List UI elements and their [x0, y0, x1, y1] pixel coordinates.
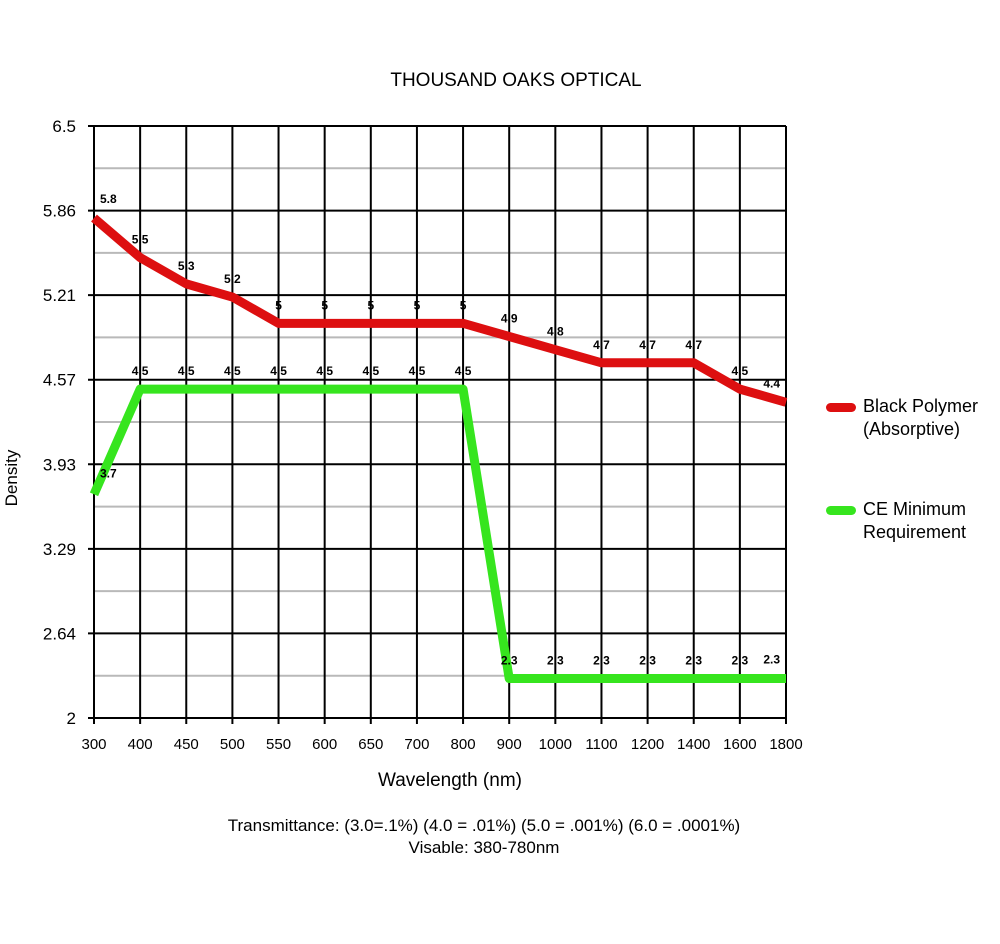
x-tick-label: 1200	[631, 736, 664, 753]
y-tick-label: 5.86	[43, 202, 76, 221]
data-label: 5	[414, 298, 421, 312]
data-label: 5.3	[178, 259, 195, 273]
data-label: 2.3	[593, 654, 610, 668]
data-label: 3.7	[100, 466, 117, 480]
x-tick-label: 700	[404, 736, 429, 753]
data-label: 2.3	[685, 654, 702, 668]
series-line-0	[91, 214, 788, 407]
data-label: 4.4	[763, 376, 780, 390]
legend-label-black-polymer: Black Polymer (Absorptive)	[863, 396, 979, 439]
legend-swatch-red	[826, 403, 856, 412]
x-tick-label: 500	[220, 736, 245, 753]
data-label: 4.5	[455, 364, 472, 378]
y-tick-label: 5.21	[43, 286, 76, 305]
y-tick-label: 2	[67, 709, 76, 728]
data-label: 2.3	[501, 654, 518, 668]
x-tick-label: 1600	[723, 736, 756, 753]
data-label: 5	[367, 298, 374, 312]
data-label: 5	[460, 298, 467, 312]
x-tick-label: 1100	[585, 736, 617, 753]
y-tick-label: 2.64	[43, 624, 76, 643]
x-axis-label: Wavelength (nm)	[378, 770, 522, 791]
x-tick-label: 1800	[769, 736, 802, 753]
data-label: 2.3	[732, 654, 749, 668]
y-tick-label: 6.5	[52, 117, 76, 136]
data-label: 5.8	[100, 192, 117, 206]
x-tick-label: 800	[451, 736, 476, 753]
data-label: 5.2	[224, 272, 241, 286]
data-label: 4.7	[639, 338, 656, 352]
data-label: 2.3	[639, 654, 656, 668]
data-label: 5.5	[132, 233, 149, 247]
visible-range-note: Visable: 380-780nm	[408, 838, 560, 857]
data-label: 2.3	[763, 653, 780, 667]
x-tick-label: 400	[128, 736, 153, 753]
data-label: 4.9	[501, 311, 518, 325]
data-label: 4.7	[685, 338, 702, 352]
x-tick-label: 1000	[539, 736, 572, 753]
chart-title: THOUSAND OAKS OPTICAL	[390, 70, 642, 91]
data-label: 5	[321, 298, 328, 312]
y-axis-label: Density	[2, 449, 21, 506]
y-tick-label: 3.93	[43, 455, 76, 474]
data-label: 4.7	[593, 338, 610, 352]
data-label: 4.5	[270, 364, 287, 378]
x-tick-label: 550	[266, 736, 291, 753]
data-label: 4.5	[409, 364, 426, 378]
data-label: 4.8	[547, 325, 564, 339]
x-tick-label: 650	[358, 736, 383, 753]
x-tick-label: 450	[174, 736, 199, 753]
x-tick-label: 900	[497, 736, 522, 753]
legend-swatch-green	[826, 506, 856, 515]
x-tick-label: 600	[312, 736, 337, 753]
series-line-1	[89, 384, 786, 684]
data-label: 4.5	[132, 364, 149, 378]
y-tick-label: 4.57	[43, 371, 76, 390]
data-label: 4.5	[362, 364, 379, 378]
transmittance-note: Transmittance: (3.0=.1%) (4.0 = .01%) (5…	[227, 816, 741, 835]
x-tick-label: 300	[81, 736, 106, 753]
data-label: 2.3	[547, 654, 564, 668]
legend-label-ce-minimum: CE Minimum Requirement	[863, 499, 967, 542]
y-tick-label: 3.29	[43, 540, 76, 559]
data-label: 4.5	[732, 364, 749, 378]
data-label: 4.5	[178, 364, 195, 378]
data-label: 4.5	[316, 364, 333, 378]
data-label: 4.5	[224, 364, 241, 378]
x-tick-label: 1400	[677, 736, 710, 753]
data-label: 5	[275, 298, 282, 312]
